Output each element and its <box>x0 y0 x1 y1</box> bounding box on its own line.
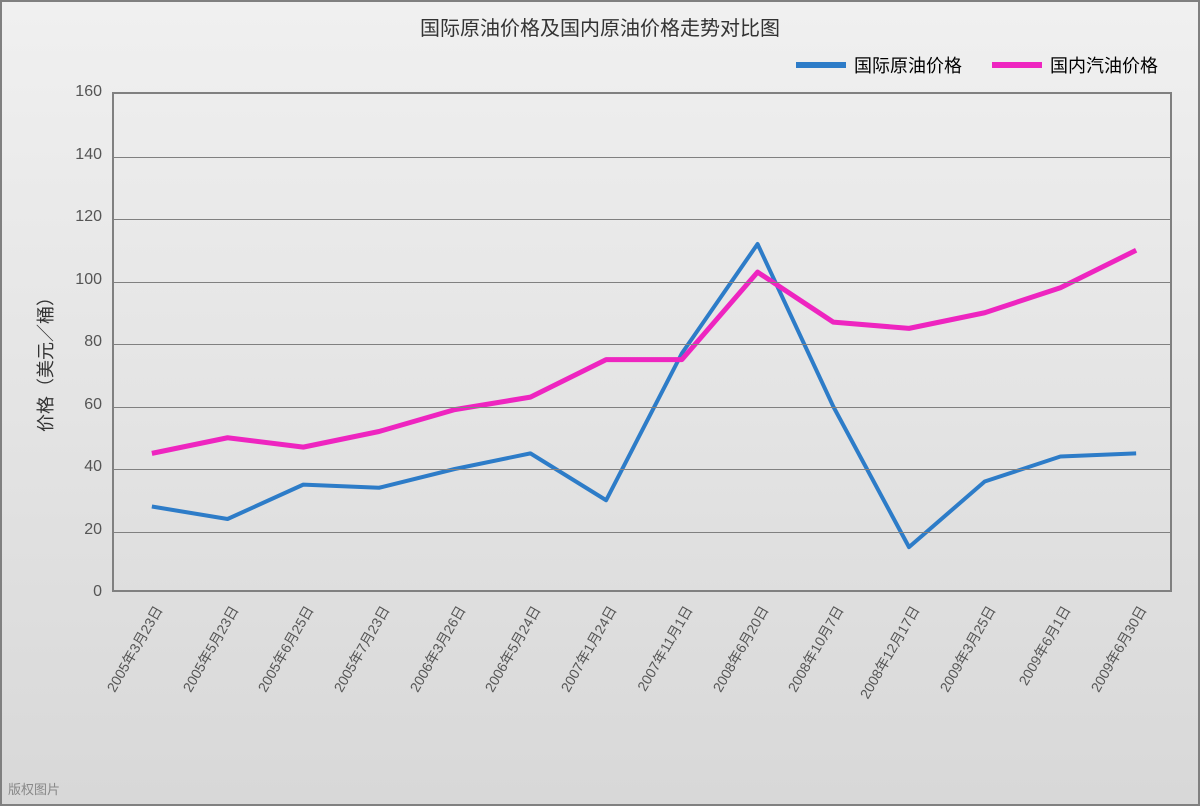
xtick-label: 2005年6月25日 <box>253 602 319 696</box>
legend-swatch-domestic <box>992 62 1042 68</box>
chart-container: 国际原油价格及国内原油价格走势对比图 国际原油价格 国内汽油价格 价格（美元／桶… <box>0 0 1200 806</box>
gridline <box>114 157 1170 158</box>
xtick-label: 2005年3月23日 <box>102 602 168 696</box>
gridline <box>114 469 1170 470</box>
legend-label-domestic: 国内汽油价格 <box>1050 52 1158 78</box>
xtick-label: 2007年1月24日 <box>556 602 622 696</box>
xtick-label: 2008年10月7日 <box>783 602 849 696</box>
plot-area <box>112 92 1172 592</box>
legend-label-international: 国际原油价格 <box>854 52 962 78</box>
ytick-label: 60 <box>62 396 102 414</box>
ytick-label: 40 <box>62 458 102 476</box>
gridline <box>114 282 1170 283</box>
gridline <box>114 344 1170 345</box>
gridline <box>114 407 1170 408</box>
xtick-label: 2006年5月24日 <box>480 602 546 696</box>
ytick-label: 140 <box>62 146 102 164</box>
ytick-label: 120 <box>62 208 102 226</box>
legend-swatch-international <box>796 62 846 68</box>
xtick-label: 2008年6月20日 <box>707 602 773 696</box>
xtick-label: 2009年6月30日 <box>1086 602 1152 696</box>
xtick-label: 2007年11月1日 <box>632 602 697 695</box>
xtick-label: 2009年3月25日 <box>934 602 1000 696</box>
xtick-label: 2008年12月17日 <box>855 602 924 702</box>
xtick-label: 2006年3月26日 <box>404 602 470 696</box>
y-axis-label: 价格（美元／桶） <box>32 288 58 432</box>
chart-title: 国际原油价格及国内原油价格走势对比图 <box>2 12 1198 41</box>
ytick-label: 160 <box>62 83 102 101</box>
legend-item-international: 国际原油价格 <box>796 52 962 78</box>
watermark-text: 版权图片 <box>8 779 60 798</box>
xtick-label: 2005年5月23日 <box>177 602 243 696</box>
gridline <box>114 219 1170 220</box>
xtick-label: 2005年7月23日 <box>329 602 395 696</box>
ytick-label: 100 <box>62 271 102 289</box>
xtick-label: 2009年6月1日 <box>1014 602 1076 689</box>
ytick-label: 0 <box>62 583 102 601</box>
ytick-label: 80 <box>62 333 102 351</box>
chart-legend: 国际原油价格 国内汽油价格 <box>796 52 1158 78</box>
legend-item-domestic: 国内汽油价格 <box>992 52 1158 78</box>
series-line <box>152 244 1136 547</box>
ytick-label: 20 <box>62 521 102 539</box>
gridline <box>114 532 1170 533</box>
